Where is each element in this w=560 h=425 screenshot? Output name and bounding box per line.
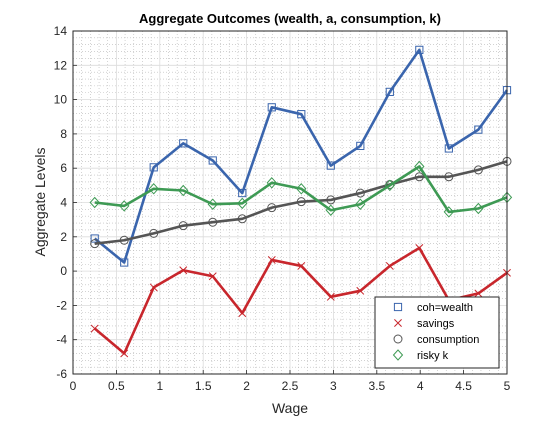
x-tick-label: 2 xyxy=(243,379,250,393)
data-point-risky-k xyxy=(207,198,218,210)
data-point-risky-k xyxy=(443,206,455,218)
tick-labels: 0 0.5 1 1.5 2 2.5 3 3.5 4 4.5 5 -6 -4 -2 0 2 4 6 8 10 12 14 xyxy=(54,24,511,393)
data-point-coh-wealth xyxy=(444,144,453,153)
legend-marker-risky-k xyxy=(392,349,404,361)
y-tick-label: 2 xyxy=(60,230,67,244)
data-point-savings xyxy=(326,292,335,301)
data-point-risky-k xyxy=(178,184,189,197)
data-point-consumption xyxy=(178,221,188,231)
data-point-consumption xyxy=(444,172,454,182)
x-axis-label: Wage xyxy=(272,400,308,416)
y-tick-label: -6 xyxy=(56,367,67,381)
y-tick-label: 6 xyxy=(60,161,67,175)
y-tick-label: 4 xyxy=(60,196,67,210)
data-point-consumption xyxy=(237,214,247,224)
data-point-coh-wealth xyxy=(297,110,306,119)
data-point-coh-wealth xyxy=(90,234,99,243)
data-point-savings xyxy=(267,255,276,264)
data-point-consumption xyxy=(208,217,218,227)
data-point-coh-wealth xyxy=(326,161,335,170)
data-point-savings xyxy=(356,286,365,295)
legend-box xyxy=(374,296,500,369)
x-tick-label: 0 xyxy=(70,379,77,393)
y-tick-label: 0 xyxy=(60,264,67,278)
y-tick-label: 14 xyxy=(54,24,68,38)
series-layer xyxy=(89,45,513,358)
data-point-risky-k xyxy=(384,179,395,192)
data-point-risky-k xyxy=(414,160,425,173)
x-tick-label: 5 xyxy=(504,379,511,393)
data-point-risky-k xyxy=(266,177,277,189)
x-tick-label: 3.5 xyxy=(368,379,385,393)
data-point-consumption xyxy=(355,188,365,198)
legend-label-savings: savings xyxy=(417,318,455,330)
y-tick-label: 12 xyxy=(54,58,68,72)
data-point-risky-k xyxy=(237,197,248,210)
data-point-savings xyxy=(385,262,394,270)
y-axis-label: Aggregate Levels xyxy=(32,148,48,257)
data-point-coh-wealth xyxy=(120,258,129,267)
data-point-savings xyxy=(297,262,306,270)
data-point-savings xyxy=(238,309,247,318)
series-line-consumption xyxy=(94,160,508,245)
series-line-coh-wealth xyxy=(93,48,509,264)
legend-label-coh-wealth: coh=wealth xyxy=(417,302,473,314)
x-tick-label: 2.5 xyxy=(282,379,299,393)
series-line-risky-k xyxy=(94,165,508,214)
data-point-risky-k xyxy=(148,183,159,195)
legend-label-consumption: consumption xyxy=(417,334,479,346)
data-point-coh-wealth xyxy=(267,103,276,112)
y-tick-label: 8 xyxy=(60,127,67,141)
data-point-consumption xyxy=(414,172,424,182)
data-point-coh-wealth xyxy=(238,188,247,198)
data-point-coh-wealth xyxy=(149,163,158,172)
data-point-consumption xyxy=(119,235,129,245)
data-point-coh-wealth xyxy=(356,141,365,151)
data-point-savings xyxy=(90,324,99,333)
x-tick-label: 4.5 xyxy=(455,379,472,393)
data-point-risky-k xyxy=(296,183,307,195)
x-tick-label: 1 xyxy=(156,379,163,393)
data-point-savings xyxy=(149,283,158,292)
legend-marker-consumption xyxy=(393,334,403,344)
data-point-consumption xyxy=(267,203,277,213)
data-point-coh-wealth xyxy=(179,139,188,148)
data-point-savings xyxy=(179,266,188,275)
data-point-risky-k xyxy=(89,196,100,209)
data-point-consumption xyxy=(90,239,100,249)
legend-marker-coh-wealth xyxy=(393,302,403,312)
y-tick-label: -4 xyxy=(56,333,67,347)
legend: coh=wealth savings consumption risky k xyxy=(374,296,500,369)
data-point-risky-k xyxy=(119,200,130,212)
data-point-risky-k xyxy=(325,204,336,216)
legend-marker-savings xyxy=(394,319,402,327)
y-tick-label: -2 xyxy=(56,298,67,312)
x-tick-label: 3 xyxy=(330,379,337,393)
y-tick-label: 10 xyxy=(54,93,68,107)
data-point-coh-wealth xyxy=(474,125,483,134)
data-point-coh-wealth xyxy=(208,156,217,165)
data-point-consumption xyxy=(149,228,159,238)
x-tick-label: 4 xyxy=(417,379,424,393)
series-risky-k xyxy=(89,160,513,218)
data-point-risky-k xyxy=(355,198,366,210)
data-point-risky-k xyxy=(473,202,484,215)
data-point-coh-wealth xyxy=(385,87,394,96)
data-point-consumption xyxy=(473,165,483,175)
data-point-consumption xyxy=(326,195,336,205)
x-tick-label: 1.5 xyxy=(195,379,212,393)
data-point-savings xyxy=(415,243,424,252)
data-point-savings xyxy=(474,289,483,298)
data-point-consumption xyxy=(296,197,306,207)
data-point-coh-wealth xyxy=(415,45,424,54)
data-point-savings xyxy=(120,349,129,358)
legend-label-risky-k: risky k xyxy=(417,350,449,362)
x-tick-label: 0.5 xyxy=(108,379,125,393)
chart-title: Aggregate Outcomes (wealth, a, consumpti… xyxy=(139,11,441,26)
series-coh-wealth xyxy=(90,45,512,267)
data-point-savings xyxy=(208,272,217,281)
